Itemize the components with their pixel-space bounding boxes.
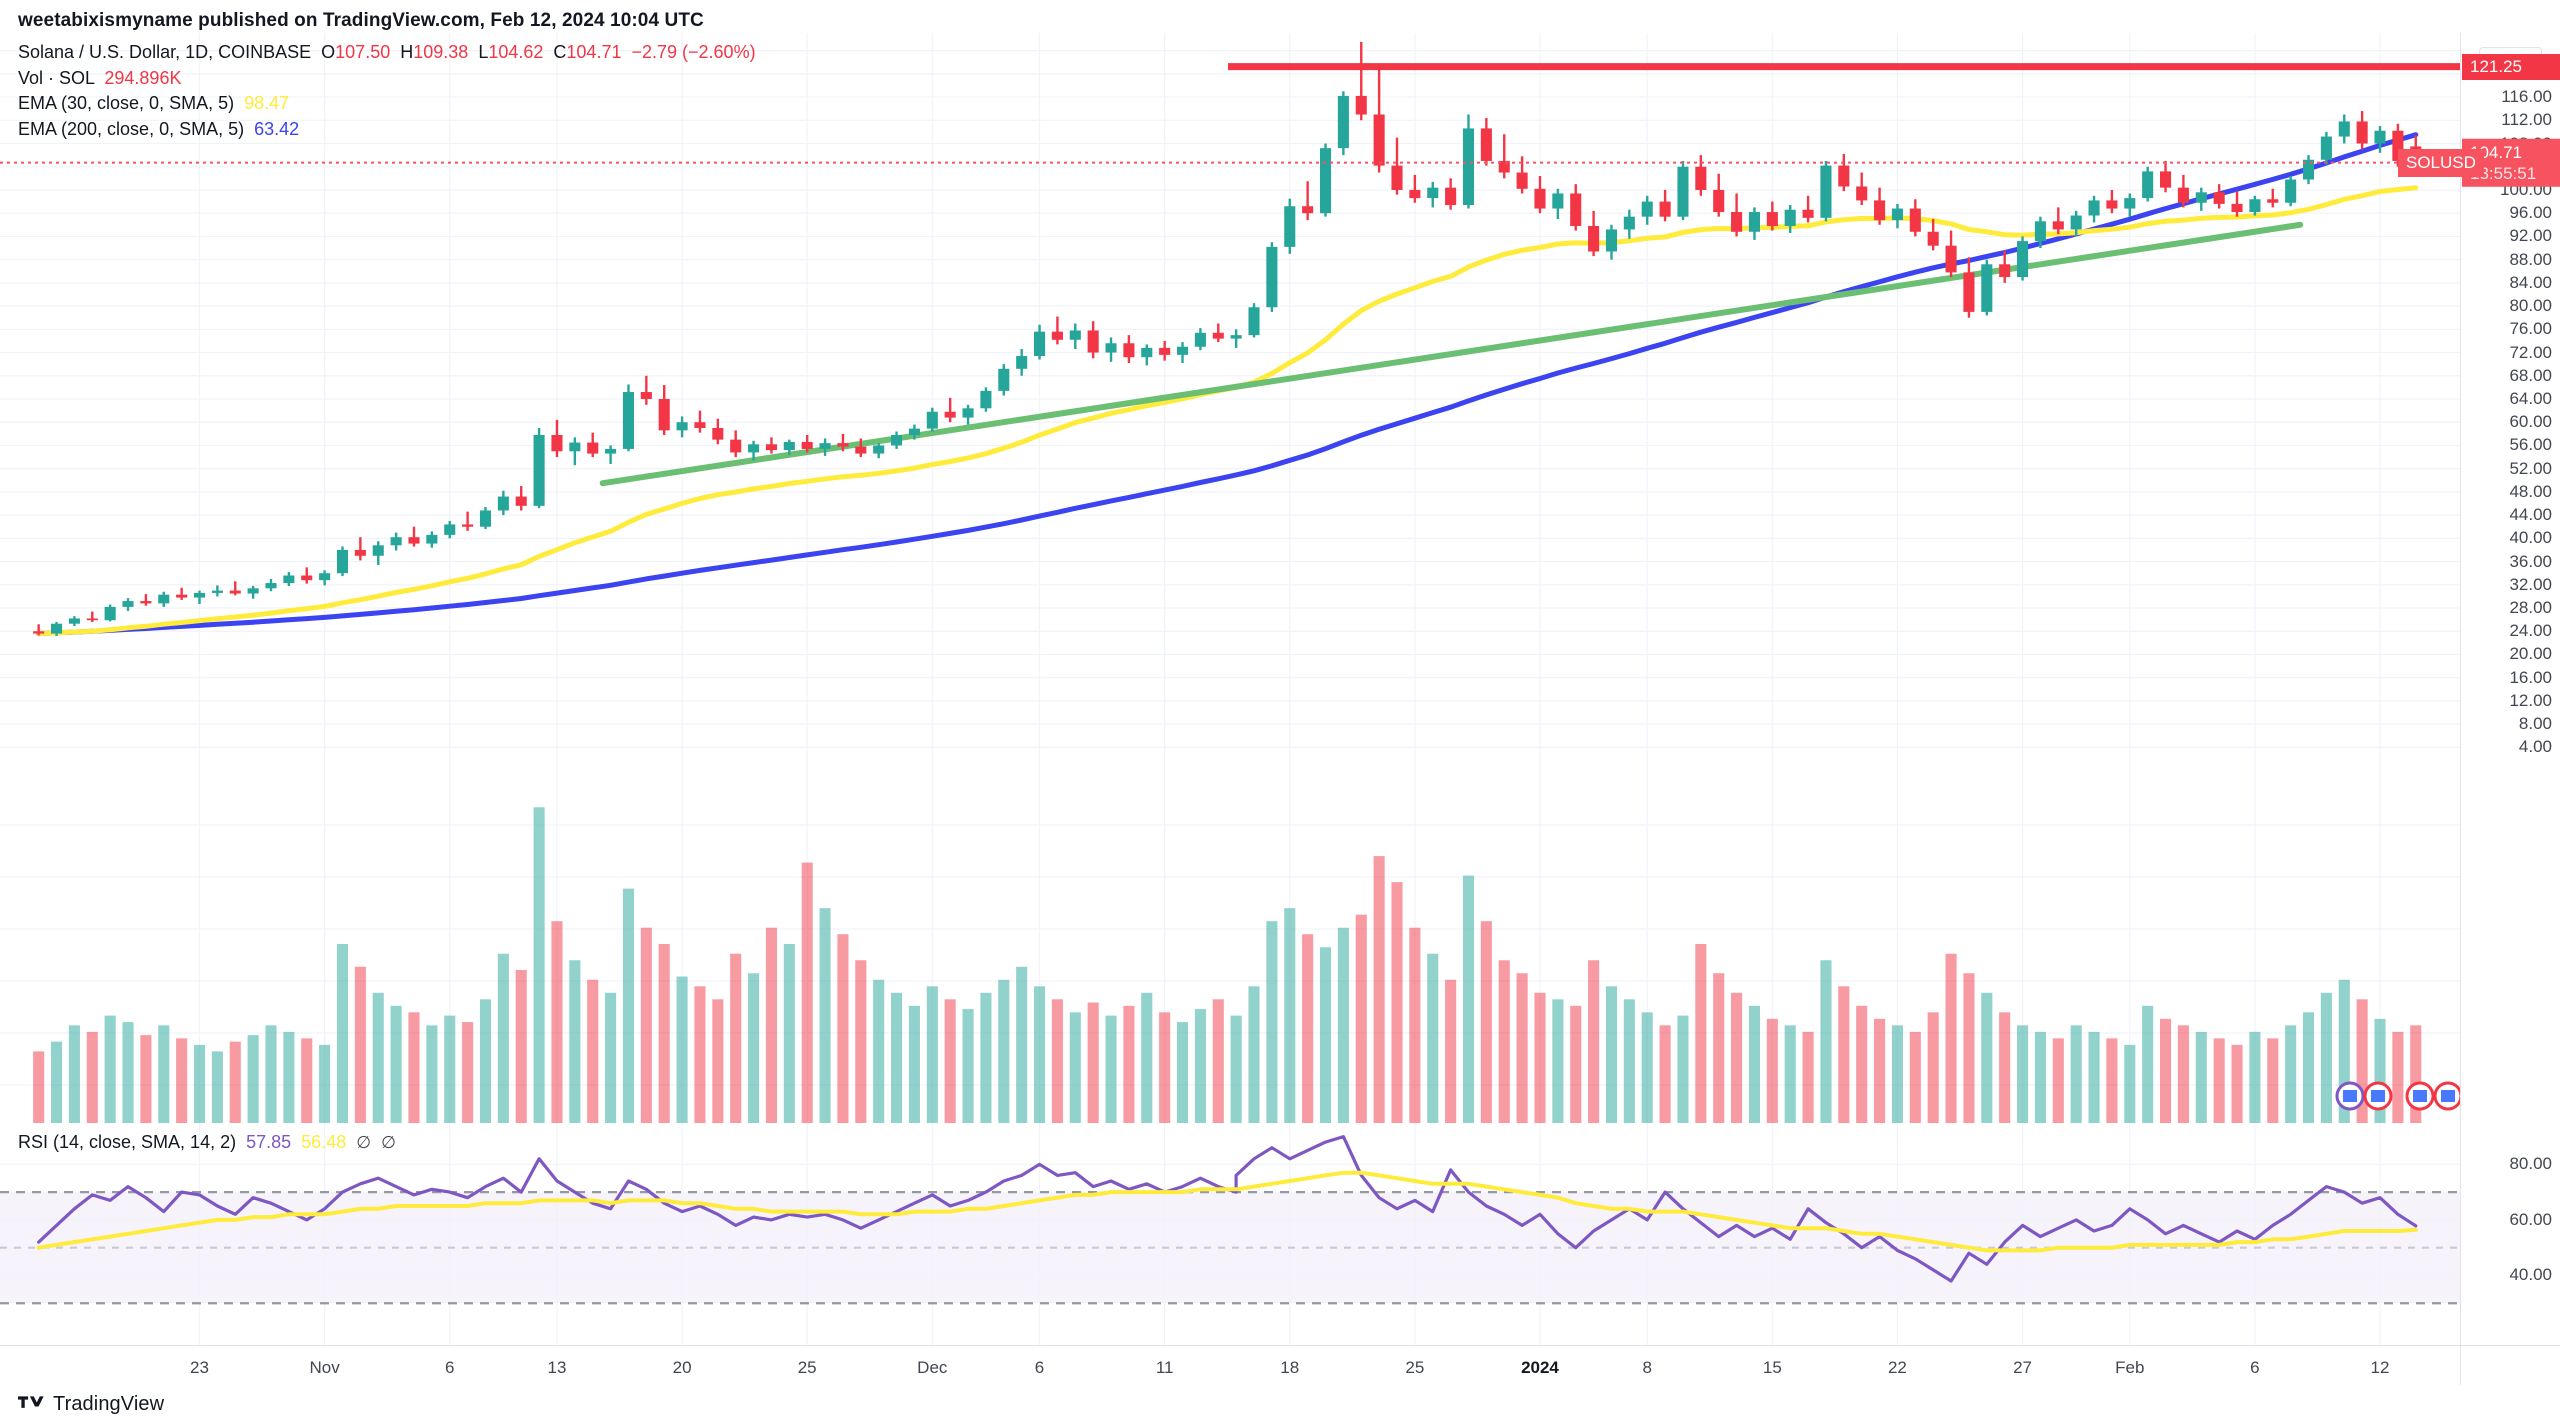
current-price-countdown: 13:55:51 xyxy=(2470,163,2537,183)
time-axis-tick: 8 xyxy=(1642,1358,1652,1377)
legend-ema30-label: EMA (30, close, 0, SMA, 5) xyxy=(18,93,235,114)
price-axis-tick: 76.00 xyxy=(2509,319,2552,339)
legend-ema200-label: EMA (200, close, 0, SMA, 5) xyxy=(18,118,245,139)
rsi-axis-tick: 80.00 xyxy=(2509,1154,2552,1174)
price-chart-canvas xyxy=(0,33,2460,1123)
legend-ema30-row[interactable]: EMA (30, close, 0, SMA, 5) 98.47 xyxy=(18,91,756,117)
legend-change-value: −2.79 (−2.60%) xyxy=(631,42,756,62)
time-axis-tick: 6 xyxy=(445,1358,455,1377)
tradingview-brand-text: TradingView xyxy=(53,1393,165,1415)
rsi-pane[interactable] xyxy=(0,1123,2460,1345)
legend-open-value: 107.50 xyxy=(335,42,391,62)
rsi-legend: RSI (14, close, SMA, 14, 2) 57.85 56.48 … xyxy=(18,1130,396,1156)
time-axis-tick: Feb xyxy=(2115,1358,2145,1377)
time-axis-tick: 11 xyxy=(1155,1358,1174,1377)
legend-open-label: O xyxy=(321,42,336,62)
time-axis-tick: 2024 xyxy=(1521,1358,1559,1377)
time-axis-tick: 6 xyxy=(1034,1358,1045,1377)
price-pane[interactable] xyxy=(0,33,2460,1123)
legend-ema200-value: 63.42 xyxy=(254,118,300,139)
price-axis-tick: 4.00 xyxy=(2518,737,2552,757)
price-axis-tick: 36.00 xyxy=(2509,551,2552,571)
legend-symbol: Solana / U.S. Dollar, 1D, COINBASE xyxy=(18,42,312,62)
price-axis-tick: 116.00 xyxy=(2501,87,2552,107)
price-axis-tick: 92.00 xyxy=(2509,226,2552,246)
legend-rsi-ma-value: 56.48 xyxy=(301,1132,347,1152)
price-axis-tick: 52.00 xyxy=(2509,458,2552,478)
legend-rsi-row[interactable]: RSI (14, close, SMA, 14, 2) 57.85 56.48 … xyxy=(18,1130,396,1156)
tradingview-mark-icon xyxy=(18,1395,44,1408)
price-axis-tick: 48.00 xyxy=(2509,481,2552,501)
time-axis-tick: 27 xyxy=(2013,1358,2033,1377)
legend-close-value: 104.71 xyxy=(566,42,622,62)
legend-ema30-value: 98.47 xyxy=(244,93,290,114)
axis-corner xyxy=(2460,1345,2560,1385)
chart-legend: Solana / U.S. Dollar, 1D, COINBASE O107.… xyxy=(18,40,756,142)
price-axis-tick: 88.00 xyxy=(2509,249,2552,269)
time-axis-tick: 12 xyxy=(2370,1358,2390,1377)
time-axis-tick: 23 xyxy=(190,1358,209,1377)
price-axis-tick: 40.00 xyxy=(2509,528,2552,548)
price-axis-tick: 24.00 xyxy=(2509,621,2552,641)
time-axis-tick: 25 xyxy=(1405,1358,1425,1377)
price-axis-tick: 28.00 xyxy=(2509,598,2552,618)
legend-rsi-null-2-icon: ∅ xyxy=(381,1133,396,1152)
legend-high-label: H xyxy=(400,42,414,62)
economic-event-badges xyxy=(2335,1081,2460,1111)
price-axis-tick: 96.00 xyxy=(2509,203,2552,223)
legend-high-value: 109.38 xyxy=(413,42,469,62)
price-axis-tick: 56.00 xyxy=(2509,435,2552,455)
price-axis-tick: 72.00 xyxy=(2509,342,2552,362)
legend-rsi-value: 57.85 xyxy=(246,1132,292,1152)
attribution-text: weetabixismyname published on TradingVie… xyxy=(18,10,704,31)
legend-volume-row[interactable]: Vol · SOL 294.896K xyxy=(18,66,756,92)
price-axis-tick: 20.00 xyxy=(2509,644,2552,664)
price-axis-tick: 112.00 xyxy=(2501,110,2552,130)
time-axis[interactable]: 23 Nov 6 13 20 25 Dec 6 11 18 25 2024 8 15 22 27 Feb 6 12 xyxy=(0,1345,2460,1385)
time-axis-tick: 13 xyxy=(547,1358,567,1377)
time-axis-tick: 20 xyxy=(672,1358,692,1377)
price-axis-tick: 80.00 xyxy=(2509,296,2552,316)
price-axis-tick: 84.00 xyxy=(2509,272,2552,292)
resistance-price-badge[interactable]: 121.25 xyxy=(2462,53,2560,80)
price-axis-tick: 68.00 xyxy=(2509,365,2552,385)
rsi-axis-tick: 40.00 xyxy=(2509,1265,2552,1285)
price-axis-tick: 16.00 xyxy=(2509,667,2552,687)
time-axis-tick: Dec xyxy=(917,1358,948,1377)
time-axis-tick: 18 xyxy=(1280,1358,1300,1377)
price-axis-tick: 12.00 xyxy=(2509,690,2552,710)
price-axis-tick: 44.00 xyxy=(2509,505,2552,525)
rsi-axis-tick: 60.00 xyxy=(2509,1209,2552,1229)
price-axis-tick: 32.00 xyxy=(2509,574,2552,594)
price-axis-tick: 60.00 xyxy=(2509,412,2552,432)
legend-volume-label: Vol · SOL xyxy=(18,67,95,88)
legend-ema200-row[interactable]: EMA (200, close, 0, SMA, 5) 63.42 xyxy=(18,117,756,143)
time-axis-tick: 25 xyxy=(797,1358,817,1377)
price-axis[interactable]: USD 120.00116.00112.00108.00100.0096.009… xyxy=(2460,33,2560,1123)
legend-rsi-null-1-icon: ∅ xyxy=(356,1133,372,1152)
time-axis-tick: 22 xyxy=(1887,1358,1907,1377)
rsi-axis[interactable]: 80.00 60.00 40.00 xyxy=(2460,1123,2560,1345)
time-axis-tick: Nov xyxy=(309,1358,340,1377)
legend-low-value: 104.62 xyxy=(488,42,544,62)
time-axis-tick: 15 xyxy=(1762,1358,1782,1377)
time-axis-tick: 6 xyxy=(2250,1358,2260,1377)
rsi-chart-canvas xyxy=(0,1123,2460,1345)
legend-rsi-label: RSI (14, close, SMA, 14, 2) xyxy=(18,1132,237,1152)
legend-close-label: C xyxy=(553,42,567,62)
price-axis-tick: 8.00 xyxy=(2518,714,2552,734)
legend-symbol-row[interactable]: Solana / U.S. Dollar, 1D, COINBASE O107.… xyxy=(18,40,756,66)
price-axis-tick: 64.00 xyxy=(2509,389,2552,408)
symbol-price-tag[interactable]: SOLUSD xyxy=(2398,148,2484,177)
tradingview-logo[interactable]: TradingView xyxy=(18,1393,164,1416)
legend-volume-value: 294.896K xyxy=(104,67,182,88)
legend-low-label: L xyxy=(478,42,489,62)
